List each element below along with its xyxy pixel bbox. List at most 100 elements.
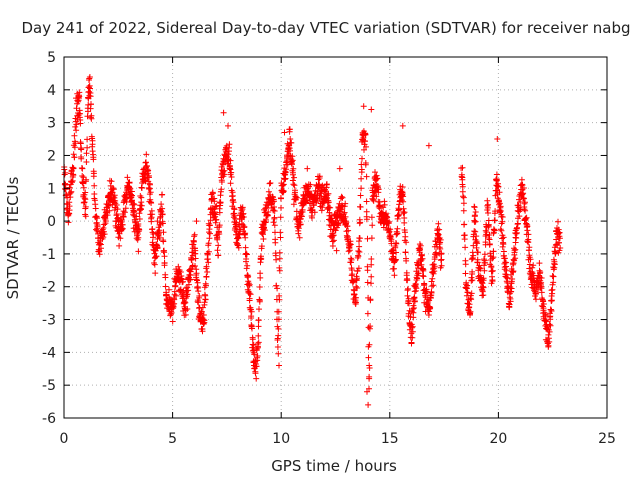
data-point (428, 289, 435, 296)
data-point (171, 291, 178, 298)
y-tick-label: -5 (42, 378, 56, 394)
data-point (329, 243, 336, 249)
data-point (282, 175, 289, 182)
data-point (357, 192, 364, 199)
data-point (160, 229, 167, 236)
data-point (386, 218, 392, 225)
data-point (82, 213, 89, 220)
data-point (155, 230, 162, 237)
data-point (485, 223, 492, 230)
data-point (154, 218, 161, 225)
data-point (156, 234, 163, 241)
data-point (438, 256, 445, 263)
data-point (520, 185, 527, 191)
data-point (500, 234, 507, 241)
data-point (480, 275, 487, 282)
data-point (474, 240, 481, 247)
data-point (73, 105, 80, 112)
data-point (66, 203, 73, 210)
data-point (101, 221, 108, 228)
data-point (427, 304, 434, 311)
data-point (304, 165, 311, 172)
data-point (93, 226, 99, 233)
data-point (246, 290, 253, 297)
data-point (201, 299, 208, 306)
data-point (225, 122, 231, 129)
data-point (83, 176, 90, 183)
data-point (365, 354, 372, 361)
data-point (257, 270, 264, 277)
data-point (277, 229, 284, 236)
data-point (190, 238, 197, 245)
data-point (240, 214, 247, 220)
data-point (291, 174, 297, 181)
data-point (145, 170, 151, 177)
data-point (363, 216, 370, 223)
data-point (550, 273, 557, 280)
data-point (136, 226, 143, 233)
data-point (367, 323, 374, 330)
data-point (497, 226, 504, 233)
data-point (366, 373, 373, 380)
data-point (548, 308, 555, 314)
data-point (124, 174, 131, 181)
data-point (206, 235, 213, 242)
data-point (347, 241, 354, 248)
data-point (216, 231, 223, 237)
data-point (275, 332, 282, 339)
data-point (526, 261, 533, 268)
data-point (292, 187, 298, 194)
y-tick-label: 1 (47, 181, 56, 197)
data-point (396, 206, 402, 213)
data-point (265, 209, 272, 215)
data-point (274, 344, 281, 350)
data-point (275, 350, 282, 357)
data-point (200, 312, 207, 318)
data-point (335, 220, 342, 227)
data-point (86, 77, 92, 83)
data-point (540, 297, 546, 304)
data-point (192, 255, 199, 262)
data-point (408, 324, 415, 331)
data-point (537, 269, 544, 276)
data-point (342, 200, 349, 207)
data-point (364, 310, 371, 317)
data-point (365, 324, 372, 331)
data-point (94, 223, 101, 230)
data-point (460, 194, 467, 201)
data-point (475, 249, 481, 256)
data-point (430, 282, 437, 289)
data-point (490, 248, 497, 255)
data-point (290, 181, 297, 188)
data-point (520, 195, 527, 202)
data-point (356, 249, 363, 255)
data-point (188, 256, 195, 263)
data-point (472, 209, 479, 215)
data-point (67, 189, 74, 196)
data-point (298, 213, 305, 220)
data-point (296, 234, 303, 241)
data-point (349, 271, 356, 278)
data-point (281, 129, 288, 136)
data-point (358, 175, 365, 182)
data-point (221, 171, 228, 178)
data-point (261, 227, 268, 234)
data-point (402, 249, 409, 256)
data-point (258, 229, 265, 236)
data-point (272, 239, 279, 246)
data-point (413, 285, 420, 292)
y-tick-label: -6 (42, 411, 56, 427)
data-point (401, 219, 408, 226)
data-point (496, 201, 503, 208)
data-point (522, 207, 529, 214)
data-point (468, 256, 475, 263)
data-point (325, 190, 332, 197)
data-point (131, 201, 138, 208)
data-point (394, 230, 401, 237)
data-point (255, 344, 261, 351)
data-point (473, 233, 480, 240)
data-point (102, 218, 109, 224)
data-point (549, 273, 556, 279)
data-point (530, 262, 537, 269)
data-point (358, 169, 365, 176)
